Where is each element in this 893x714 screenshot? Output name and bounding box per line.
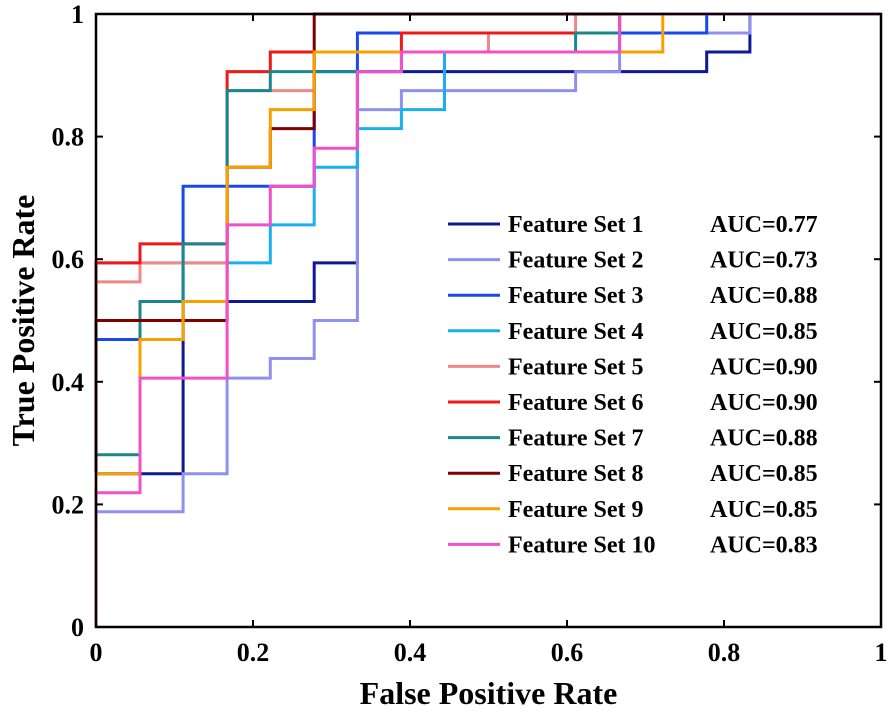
x-axis-ticks: 0 0.2 0.4 0.6 0.8 1 [90,14,888,667]
legend: Feature Set 1 AUC=0.77 Feature Set 2 AUC=0.… [448,212,818,558]
roc-curves [94,12,881,627]
y-tick-label: 0.4 [52,368,85,397]
legend-auc-value: AUC=0.83 [710,532,818,558]
y-tick-label: 0.2 [52,490,85,519]
x-tick-label: 0 [90,638,103,667]
legend-label: Feature Set 7 [508,426,644,452]
x-tick-label: 0.4 [394,638,427,667]
legend-auc-value: AUC=0.90 [710,390,818,416]
x-tick-label: 0.6 [551,638,584,667]
y-tick-label: 0.8 [52,123,85,152]
legend-label: Feature Set 8 [508,461,644,487]
legend-label: Feature Set 10 [508,532,656,558]
y-tick-label: 0 [71,613,84,642]
plot-frame [94,12,883,629]
y-axis-ticks: 0 0.2 0.4 0.6 0.8 1 [52,0,881,642]
legend-label: Feature Set 3 [508,283,644,309]
legend-auc-value: AUC=0.88 [710,426,818,452]
legend-label: Feature Set 1 [508,212,644,238]
legend-auc-value: AUC=0.73 [710,248,818,274]
y-tick-label: 0.6 [52,245,85,274]
legend-auc-value: AUC=0.85 [710,497,818,523]
legend-label: Feature Set 4 [508,319,644,345]
x-tick-label: 0.8 [708,638,741,667]
roc-curve-feature-set-1 [94,12,881,627]
legend-label: Feature Set 9 [508,497,644,523]
x-tick-label: 0.2 [237,638,270,667]
x-axis-label: False Positive Rate [360,675,618,711]
legend-auc-value: AUC=0.85 [710,461,818,487]
roc-curve-feature-set-10 [94,12,881,627]
legend-label: Feature Set 6 [508,390,644,416]
legend-auc-value: AUC=0.88 [710,283,818,309]
legend-auc-value: AUC=0.77 [710,212,818,238]
x-tick-label: 1 [875,638,888,667]
y-tick-label: 1 [71,0,84,29]
y-axis-label: True Positive Rate [5,195,41,447]
legend-auc-value: AUC=0.85 [710,319,818,345]
legend-label: Feature Set 2 [508,248,644,274]
legend-label: Feature Set 5 [508,354,644,380]
legend-auc-value: AUC=0.90 [710,354,818,380]
